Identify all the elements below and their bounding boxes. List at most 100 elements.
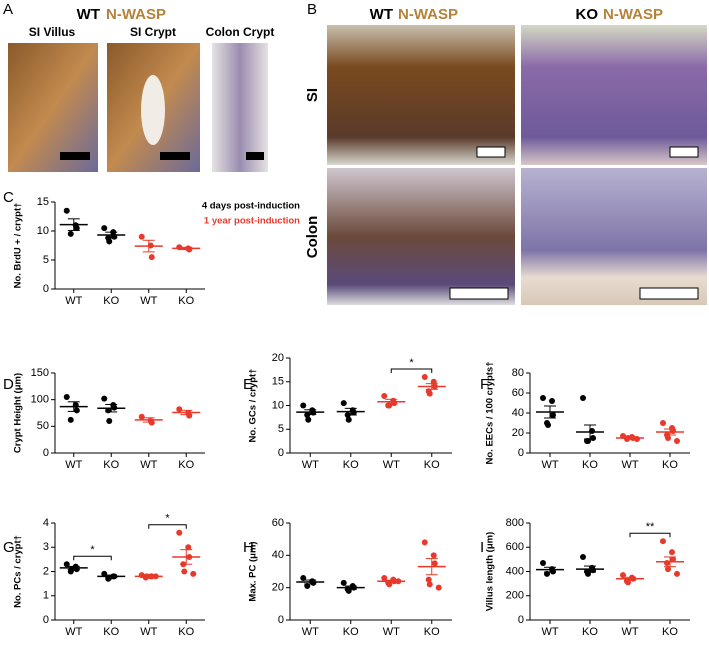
row-title: SI: [304, 88, 321, 102]
data-point: [63, 394, 70, 400]
data-point: [550, 412, 556, 418]
data-point: [430, 552, 437, 559]
x-tick-label: KO: [424, 459, 440, 471]
y-tick-label: 15: [37, 196, 49, 208]
y-axis-label: No. BrdU + / crypt†: [13, 203, 24, 289]
data-point: [186, 412, 193, 419]
panel-letter: B: [307, 1, 317, 18]
error-bar: [624, 576, 636, 581]
error-bar: [105, 403, 118, 413]
error-bar: [142, 575, 155, 578]
data-point: [386, 581, 393, 588]
image-label: SI Villus: [29, 25, 76, 39]
y-tick-label: 20: [512, 427, 524, 439]
data-point: [148, 254, 155, 261]
data-point: [435, 584, 442, 591]
error-bar: [584, 565, 596, 573]
y-tick-label: 200: [506, 590, 524, 602]
x-tick-label: WT: [541, 459, 558, 471]
data-point: [431, 560, 438, 567]
data-point: [549, 398, 555, 404]
image-label: Colon Crypt: [206, 25, 275, 39]
data-point: [345, 416, 352, 423]
significance-label: *: [409, 357, 414, 369]
data-point: [580, 553, 586, 560]
y-tick-label: 10: [37, 225, 49, 237]
micrograph: [8, 43, 98, 172]
data-point: [660, 538, 666, 545]
x-tick-label: WT: [621, 626, 638, 638]
column-title: WT: [370, 6, 393, 23]
y-tick-label: 5: [278, 423, 284, 435]
y-tick-label: 0: [43, 447, 49, 459]
x-tick-label: KO: [343, 626, 359, 638]
x-tick-label: WT: [383, 459, 400, 471]
error-bar: [664, 556, 676, 568]
error-bar: [344, 407, 357, 416]
x-tick-label: WT: [302, 626, 319, 638]
y-tick-label: 20: [272, 582, 284, 594]
x-tick-label: KO: [424, 626, 440, 638]
error-bar: [105, 231, 118, 239]
data-point: [305, 416, 312, 423]
x-tick-label: KO: [662, 459, 678, 471]
y-axis-label: Villus length (μm): [485, 532, 496, 612]
data-point: [625, 579, 631, 586]
scale-bar: [246, 152, 264, 160]
legend-entry: 4 days post-induction: [202, 201, 300, 212]
y-tick-label: 150: [31, 367, 49, 379]
x-tick-label: WT: [302, 459, 319, 471]
panel-title: N-WASP: [106, 6, 166, 23]
y-tick-label: 0: [518, 447, 524, 459]
y-tick-label: 5: [43, 254, 49, 266]
data-point: [190, 570, 197, 577]
error-bar: [425, 558, 438, 576]
data-point: [176, 406, 183, 413]
error-bar: [544, 566, 556, 573]
data-point: [181, 568, 188, 575]
data-point: [63, 561, 70, 568]
error-bar: [544, 405, 556, 419]
error-bar: [67, 565, 80, 570]
data-point: [176, 529, 183, 536]
data-point: [674, 438, 680, 444]
error-bar: [624, 437, 636, 439]
panel-letter: C: [3, 189, 14, 206]
scale-bar: [639, 287, 699, 300]
image-label: SI Crypt: [130, 25, 176, 39]
y-tick-label: 2: [43, 565, 49, 577]
data-point: [421, 374, 428, 380]
x-tick-label: KO: [103, 626, 119, 638]
y-tick-label: 10: [272, 399, 284, 411]
data-point: [665, 435, 671, 441]
data-point: [73, 225, 80, 232]
error-bar: [142, 417, 155, 423]
data-point: [660, 420, 666, 426]
data-point: [67, 416, 74, 423]
panel-title: WT: [77, 6, 100, 23]
error-bar: [67, 401, 80, 412]
y-axis-label: Crypt Height (μm): [13, 373, 24, 453]
significance-bracket: [148, 524, 187, 529]
y-tick-label: 60: [272, 517, 284, 529]
significance-bracket: [629, 532, 671, 538]
x-tick-label: WT: [383, 626, 400, 638]
panel-letter: H: [243, 539, 254, 556]
data-point: [138, 233, 145, 240]
data-point: [73, 407, 80, 414]
data-point: [101, 225, 108, 232]
data-point: [310, 579, 317, 586]
scale-bar: [60, 152, 90, 160]
data-point: [304, 583, 311, 590]
y-tick-label: 4: [43, 517, 49, 529]
y-axis-label: No. GCs / crypt†: [248, 369, 259, 443]
error-bar: [664, 428, 676, 436]
column-title: N-WASP: [603, 6, 663, 23]
data-point: [580, 395, 586, 401]
data-point: [381, 574, 388, 581]
data-point: [426, 390, 433, 397]
x-tick-label: KO: [178, 459, 194, 471]
x-tick-label: KO: [582, 459, 598, 471]
scale-bar: [476, 146, 506, 158]
